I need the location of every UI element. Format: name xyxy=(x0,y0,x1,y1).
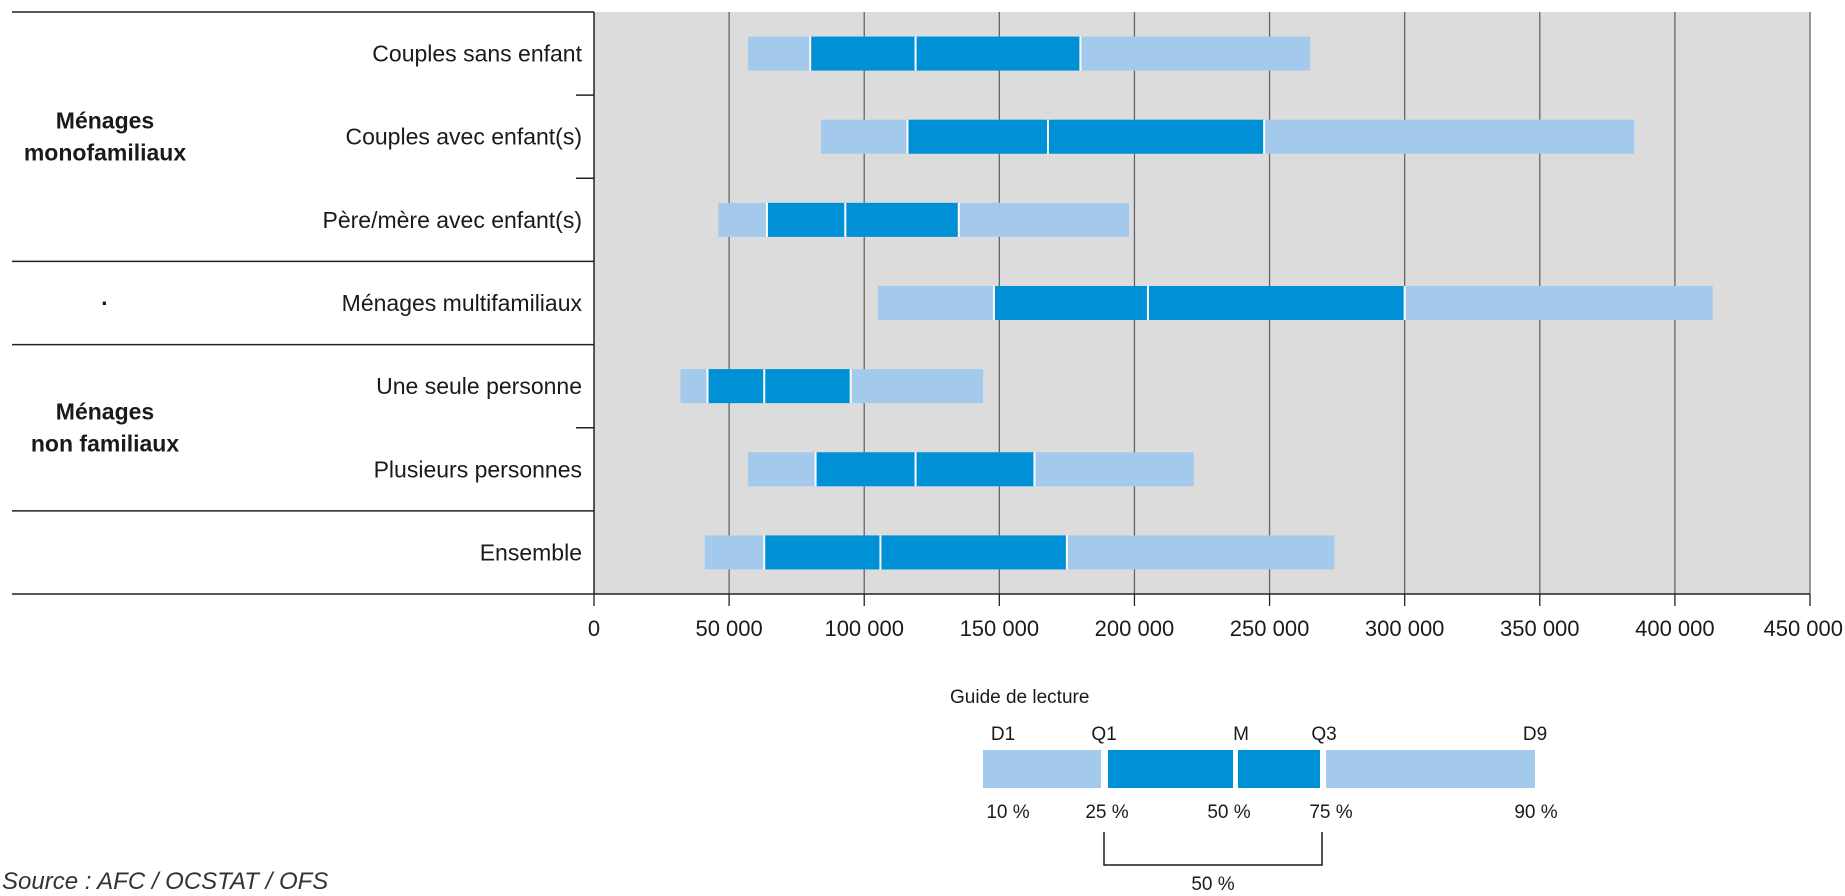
reading-guide-bars xyxy=(983,750,1535,788)
bar-interquartile-range xyxy=(993,286,1405,320)
x-tick-label: 0 xyxy=(588,616,600,641)
guide-top-label: D9 xyxy=(1523,724,1547,745)
category-label: Père/mère avec enfant(s) xyxy=(322,207,582,233)
group-label: non familiaux xyxy=(31,431,179,457)
x-tick-label: 250 000 xyxy=(1230,616,1310,641)
bar-interquartile-range xyxy=(766,202,959,237)
row-separators xyxy=(12,11,1811,606)
guide-bottom-label: 75 % xyxy=(1309,802,1352,823)
x-tick-label: 200 000 xyxy=(1095,616,1175,641)
reading-guide-bracket-label: 50 % xyxy=(1191,874,1234,895)
source-note: Source : AFC / OCSTAT / OFS xyxy=(2,868,328,895)
group-label: · xyxy=(101,290,109,316)
x-tick-label: 50 000 xyxy=(695,616,762,641)
reading-guide: Guide de lecture D1 Q1 M Q3 D9 10 % 25 % 50 % 7… xyxy=(950,687,1558,895)
category-labels: Couples sans enfant Couples avec enfant(s… xyxy=(322,41,582,566)
reading-guide-bottom-labels: 10 % 25 % 50 % 75 % 90 % xyxy=(986,802,1557,823)
bar-interquartile-range xyxy=(707,369,851,404)
category-label: Couples avec enfant(s) xyxy=(345,124,582,150)
guide-bottom-label: 90 % xyxy=(1514,802,1557,823)
guide-q3-d9-segment xyxy=(1326,750,1535,788)
guide-bottom-label: 50 % xyxy=(1207,802,1250,823)
guide-d1-q1-segment xyxy=(983,750,1101,788)
reading-guide-title: Guide de lecture xyxy=(950,687,1089,708)
group-labels: Ménages monofamiliaux · Ménages non familiau… xyxy=(24,108,187,457)
bar-interquartile-range xyxy=(907,119,1265,154)
category-label: Couples sans enfant xyxy=(372,41,582,67)
x-tick-label: 300 000 xyxy=(1365,616,1445,641)
guide-top-label: Q3 xyxy=(1311,724,1336,745)
category-label: Plusieurs personnes xyxy=(374,456,582,482)
bars xyxy=(680,36,1713,570)
guide-q1-m-segment xyxy=(1108,750,1233,788)
category-label: Une seule personne xyxy=(376,373,582,399)
bar-interquartile-range xyxy=(815,452,1035,487)
group-label: monofamiliaux xyxy=(24,140,187,166)
bar-interquartile-range xyxy=(764,535,1067,570)
guide-m-q3-segment xyxy=(1238,750,1320,788)
bar-interquartile-range xyxy=(810,36,1081,71)
reading-guide-top-labels: D1 Q1 M Q3 D9 xyxy=(991,724,1547,745)
x-tick-label: 350 000 xyxy=(1500,616,1580,641)
x-tick-label: 100 000 xyxy=(824,616,904,641)
x-tick-label: 400 000 xyxy=(1635,616,1715,641)
x-tick-label: 150 000 xyxy=(960,616,1040,641)
guide-top-label: D1 xyxy=(991,724,1015,745)
guide-bottom-label: 10 % xyxy=(986,802,1029,823)
x-tick-label: 450 000 xyxy=(1763,616,1843,641)
guide-top-label: Q1 xyxy=(1091,724,1116,745)
group-label: Ménages xyxy=(56,399,154,425)
guide-top-label: M xyxy=(1233,724,1249,745)
category-label: Ménages multifamiliaux xyxy=(342,290,583,316)
reading-guide-bracket xyxy=(1103,832,1323,866)
guide-bottom-label: 25 % xyxy=(1085,802,1128,823)
x-axis-tick-labels: 0 50 000 100 000 150 000 200 000 250 000 300 0… xyxy=(588,616,1843,641)
category-label: Ensemble xyxy=(480,539,582,565)
group-label: Ménages xyxy=(56,108,154,134)
